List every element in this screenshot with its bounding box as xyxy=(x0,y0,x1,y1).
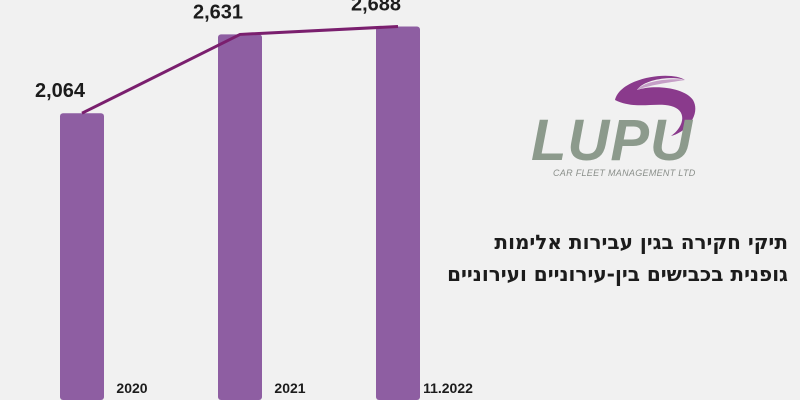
logo-tagline: CAR FLEET MANAGEMENT LTD xyxy=(553,168,696,178)
trend-line xyxy=(81,25,399,115)
headline-line-2: גופנית בכבישים בין-עירוניים ועירוניים xyxy=(447,262,788,286)
bar-2021 xyxy=(218,34,262,400)
value-label-11.2022: 2,688 xyxy=(351,0,401,16)
value-label-2020: 2,064 xyxy=(35,80,86,102)
headline: תיקי חקירה בגין עבירות אלימות גופנית בכב… xyxy=(408,226,788,290)
headline-line-1: תיקי חקירה בגין עבירות אלימות xyxy=(494,230,788,254)
bar-2020 xyxy=(60,113,104,400)
value-label-2021: 2,631 xyxy=(193,1,243,23)
category-label-2020: 2020 xyxy=(116,380,147,396)
lupu-logo: LUPU CAR FLEET MANAGEMENT LTD xyxy=(525,70,725,185)
category-label-2021: 2021 xyxy=(274,380,305,396)
logo-wordmark: LUPU xyxy=(531,108,693,173)
logo-swoosh-icon xyxy=(615,75,696,136)
category-label-11.2022: 11.2022 xyxy=(423,380,473,396)
bar-chart: 2,064 2,631 2,688 2020 2021 11.2022 xyxy=(35,0,473,400)
bar-11.2022 xyxy=(376,26,420,400)
